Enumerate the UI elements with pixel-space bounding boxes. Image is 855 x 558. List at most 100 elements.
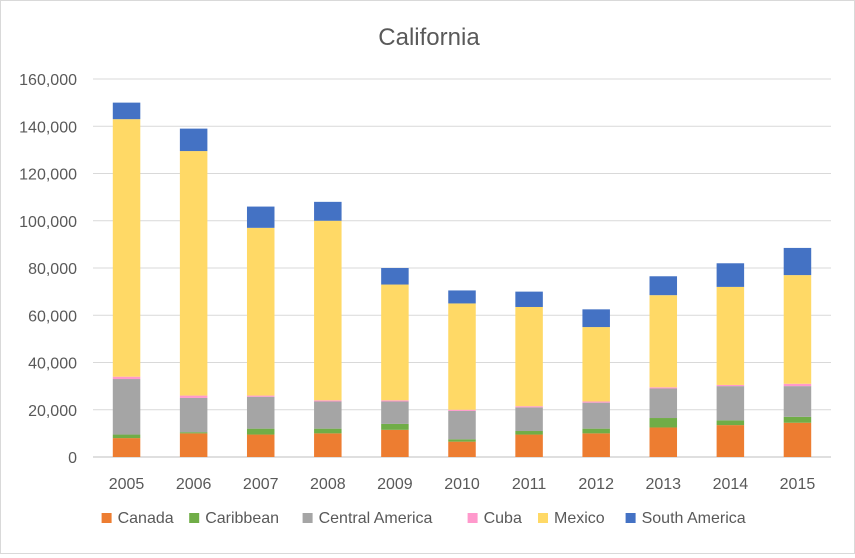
chart-title: California	[378, 24, 480, 51]
gridlines	[93, 78, 831, 458]
bar-segment-central-america	[448, 410, 476, 440]
y-tick-label: 60,000	[28, 308, 77, 325]
bar-segment-central-america	[515, 407, 543, 432]
bar-segment-cuba	[649, 387, 678, 389]
bar-segment-canada	[783, 422, 812, 457]
x-tick-label: 2015	[780, 476, 816, 493]
bar-segment-south-america	[112, 102, 141, 120]
legend-label: Central America	[319, 510, 433, 527]
x-tick-label: 2013	[645, 476, 681, 493]
y-tick-label: 20,000	[28, 403, 77, 420]
bar-segment-caribbean	[179, 432, 208, 434]
bar-segment-mexico	[112, 119, 141, 377]
bar-segment-central-america	[112, 379, 141, 435]
x-tick-label: 2012	[578, 476, 614, 493]
bar-segment-canada	[515, 434, 543, 457]
bar-segment-central-america	[716, 386, 745, 421]
legend-label: Caribbean	[205, 510, 279, 527]
bar-segment-south-america	[649, 276, 678, 296]
bar-segment-canada	[179, 433, 208, 457]
bar-segment-south-america	[448, 290, 476, 304]
x-tick-label: 2005	[109, 476, 145, 493]
bar-segment-cuba	[246, 395, 275, 397]
bar-segment-cuba	[783, 383, 812, 387]
legend-swatch	[625, 513, 636, 523]
bar-segment-caribbean	[783, 416, 812, 423]
legend-label: Mexico	[554, 510, 605, 527]
y-tick-label: 160,000	[19, 72, 77, 89]
legend-swatch	[101, 513, 112, 523]
bar-segment-caribbean	[582, 428, 610, 434]
x-tick-label: 2014	[713, 476, 749, 493]
bar-segment-south-america	[783, 247, 812, 276]
bar-segment-caribbean	[112, 434, 141, 439]
bar-segment-south-america	[314, 201, 342, 221]
legend-swatch	[467, 513, 478, 523]
bar-segment-cuba	[716, 384, 745, 387]
bar-segment-cuba	[381, 400, 409, 402]
bar-segment-caribbean	[515, 431, 543, 435]
bar-segment-caribbean	[246, 428, 275, 435]
bar-segment-central-america	[381, 401, 409, 424]
bar-segment-canada	[448, 441, 476, 457]
bar-segment-canada	[649, 427, 678, 457]
bar-segment-mexico	[448, 303, 476, 410]
legend-label: Canada	[118, 510, 174, 527]
bar-segment-mexico	[649, 295, 678, 388]
bar-segment-caribbean	[314, 428, 342, 434]
x-tick-label: 2007	[243, 476, 279, 493]
bars	[112, 102, 812, 457]
y-axis-ticks: 0 20,000 40,000 60,000 80,000 100,000 120,000 1…	[19, 72, 77, 467]
bar-segment-south-america	[179, 128, 208, 152]
x-tick-label: 2011	[512, 476, 547, 493]
bar-segment-central-america	[179, 397, 208, 433]
legend: Canada Caribbean Central America Cuba Mexico…	[101, 510, 746, 527]
x-tick-label: 2008	[310, 476, 346, 493]
bar-segment-south-america	[716, 263, 745, 287]
bar-segment-central-america	[246, 396, 275, 429]
bar-segment-south-america	[515, 291, 543, 307]
bar-segment-cuba	[314, 400, 342, 402]
bar-segment-mexico	[246, 227, 275, 396]
x-tick-label: 2010	[444, 476, 480, 493]
bar-segment-canada	[381, 429, 409, 457]
bar-segment-canada	[716, 425, 745, 457]
bar-segment-caribbean	[448, 439, 476, 442]
bar-segment-mexico	[314, 220, 342, 401]
bar-segment-south-america	[582, 309, 610, 328]
bar-segment-mexico	[716, 286, 745, 385]
bar-segment-central-america	[649, 388, 678, 419]
bar-segment-mexico	[515, 306, 543, 407]
legend-swatch	[189, 513, 200, 523]
bar-segment-south-america	[246, 206, 275, 228]
y-tick-label: 120,000	[19, 167, 77, 184]
y-tick-label: 140,000	[19, 119, 77, 136]
bar-segment-caribbean	[716, 420, 745, 426]
bar-segment-caribbean	[381, 423, 409, 430]
bar-segment-mexico	[582, 327, 610, 402]
y-tick-label: 80,000	[28, 261, 77, 278]
x-axis-ticks: 2005 2006 2007 2008 2009 2010 2011 2012 2013 2014…	[109, 476, 816, 493]
legend-label: Cuba	[484, 510, 522, 527]
x-tick-label: 2009	[377, 476, 413, 493]
bar-segment-cuba	[515, 406, 543, 408]
bar-segment-canada	[582, 433, 610, 457]
bar-segment-central-america	[314, 401, 342, 429]
bar-segment-mexico	[179, 151, 208, 396]
bar-segment-south-america	[381, 268, 409, 285]
y-tick-label: 40,000	[28, 356, 77, 373]
bar-segment-central-america	[582, 402, 610, 429]
bar-segment-cuba	[582, 401, 610, 403]
bar-segment-canada	[112, 438, 141, 457]
y-tick-label: 100,000	[19, 214, 77, 231]
bar-segment-canada	[246, 434, 275, 457]
legend-label: South America	[642, 510, 746, 527]
bar-segment-cuba	[448, 409, 476, 411]
legend-swatch	[538, 513, 548, 523]
bar-segment-caribbean	[649, 418, 678, 428]
bar-segment-mexico	[381, 284, 409, 401]
bar-segment-canada	[314, 433, 342, 457]
x-tick-label: 2006	[176, 476, 212, 493]
